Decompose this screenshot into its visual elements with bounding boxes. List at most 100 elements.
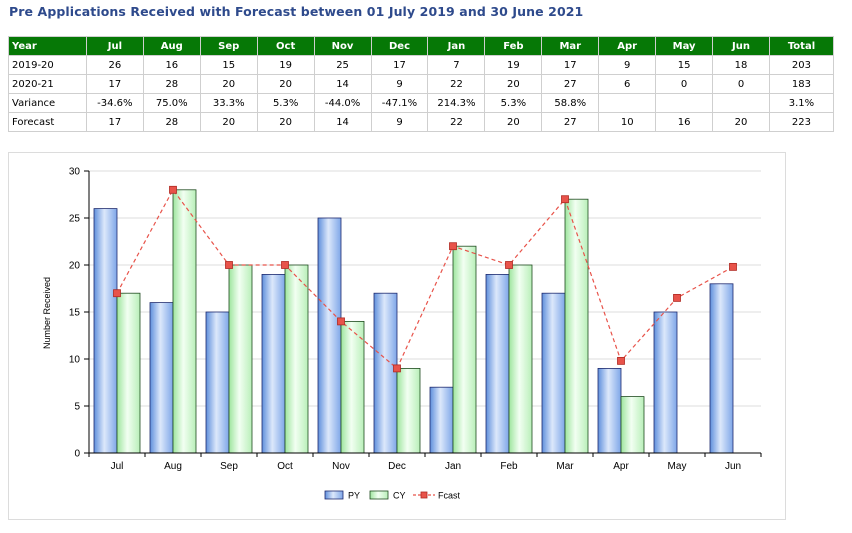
- table-header-cell: Mar: [541, 36, 600, 56]
- table-cell: [712, 93, 770, 113]
- table-cell: 223: [768, 112, 835, 132]
- table-cell: 18: [712, 55, 770, 75]
- bar-py: [373, 292, 398, 454]
- legend-label: PY: [348, 491, 360, 501]
- table-cell: 20: [484, 112, 543, 132]
- bar-cy: [284, 264, 309, 454]
- summary-table: Year Jul Aug Sep Oct Nov Dec Jan Feb Mar…: [8, 36, 835, 132]
- table-cell: 15: [655, 55, 714, 75]
- table-header-cell: Year: [8, 36, 87, 56]
- point-fcast: [505, 261, 513, 269]
- table-cell: -47.1%: [370, 93, 429, 113]
- point-fcast: [561, 195, 569, 204]
- bar-py: [317, 217, 342, 454]
- y-tick-label: 5: [74, 402, 80, 413]
- table-cell: 17: [85, 74, 144, 94]
- bar-py: [261, 274, 286, 454]
- legend-marker: [420, 491, 428, 499]
- table-cell: 27: [541, 74, 600, 94]
- table-cell: 0: [655, 74, 714, 94]
- table-row: Variance -34.6% 75.0% 33.3% 5.3% -44.0% …: [8, 93, 835, 113]
- legend-label: CY: [393, 491, 406, 501]
- point-fcast: [225, 261, 233, 269]
- table-header-cell: Sep: [199, 36, 258, 56]
- legend-item-cy: CY: [369, 490, 406, 501]
- table-header-cell: Jun: [712, 36, 770, 56]
- table-cell: 33.3%: [199, 93, 258, 113]
- x-tick-label: Apr: [613, 461, 629, 472]
- table-cell: 17: [370, 55, 429, 75]
- table-cell: 9: [370, 74, 429, 94]
- x-tick-label: Dec: [388, 461, 406, 472]
- legend-swatch: [369, 490, 389, 500]
- y-tick-label: 30: [69, 167, 81, 178]
- table-cell: 3.1%: [768, 93, 835, 113]
- x-tick-label: Mar: [556, 461, 574, 472]
- x-tick-label: Oct: [277, 461, 293, 472]
- legend-item-py: PY: [324, 491, 360, 501]
- table-cell: 214.3%: [427, 93, 486, 113]
- x-tick-label: Jun: [725, 461, 741, 472]
- point-fcast: [673, 293, 681, 302]
- bar-py: [205, 311, 230, 454]
- table-cell: 183: [768, 74, 835, 94]
- table-cell: 17: [541, 55, 600, 75]
- table-cell: 20: [712, 112, 770, 132]
- point-fcast: [617, 356, 625, 365]
- table-cell: 22: [427, 112, 486, 132]
- table-cell: 28: [142, 74, 201, 94]
- table-header-cell: Jul: [85, 36, 144, 56]
- table-cell: 9: [370, 112, 429, 132]
- bar-line-chart: 0 5 10 15 20 25 30 Jul Aug Sep Oct Nov Dec Jan Feb Mar A…: [42, 167, 762, 501]
- table-row: 2020-21 17 28 20 20 14 9 22 20 27 6 0 0 …: [8, 74, 835, 94]
- bar-cy: [116, 292, 141, 454]
- table-cell: 28: [142, 112, 201, 132]
- table-cell: 26: [85, 55, 144, 75]
- legend-label: Fcast: [438, 491, 461, 501]
- table-header-cell: Dec: [370, 36, 429, 56]
- bar-py: [429, 386, 454, 454]
- table-cell: 9: [598, 55, 657, 75]
- table-header-cell: Feb: [484, 36, 543, 56]
- table-cell: 10: [598, 112, 657, 132]
- table-header-row: Year Jul Aug Sep Oct Nov Dec Jan Feb Mar…: [8, 36, 835, 56]
- point-fcast: [169, 185, 177, 194]
- bar-cy: [172, 189, 197, 454]
- table-cell: 22: [427, 74, 486, 94]
- bar-cy: [508, 264, 533, 454]
- bar-py: [709, 283, 734, 454]
- point-fcast: [393, 364, 401, 373]
- x-tick-label: Aug: [164, 461, 182, 472]
- bar-cy: [396, 367, 421, 454]
- table-cell: 16: [655, 112, 714, 132]
- legend-item-fcast: Fcast: [413, 491, 461, 501]
- y-tick-label: 0: [74, 449, 80, 460]
- table-cell: 75.0%: [142, 93, 201, 113]
- x-tick-label: Jul: [111, 461, 124, 472]
- table-cell: -44.0%: [313, 93, 372, 113]
- y-tick-label: 10: [69, 355, 81, 366]
- chart-panel: 0 5 10 15 20 25 30 Jul Aug Sep Oct Nov Dec Jan Feb Mar A…: [8, 152, 786, 520]
- table-cell: [655, 93, 714, 113]
- bar-cy: [228, 264, 253, 454]
- bar-py: [149, 302, 174, 454]
- table-cell: 2020-21: [8, 74, 87, 94]
- point-fcast: [337, 317, 345, 326]
- table-cell: 15: [199, 55, 258, 75]
- y-tick-label: 20: [69, 261, 81, 272]
- bar-py: [653, 311, 678, 454]
- table-cell: 20: [199, 74, 258, 94]
- bar-py: [541, 292, 566, 454]
- table-header-cell: May: [655, 36, 714, 56]
- table-header-cell: Jan: [427, 36, 486, 56]
- x-tick-label: Sep: [220, 461, 238, 472]
- bar-cy: [340, 320, 365, 454]
- point-fcast: [729, 262, 737, 271]
- line-fcast: [116, 188, 734, 370]
- table-header-cell: Apr: [598, 36, 657, 56]
- table-cell: 19: [256, 55, 315, 75]
- table-cell: 5.3%: [256, 93, 315, 113]
- table-cell: 20: [484, 74, 543, 94]
- table-cell: 6: [598, 74, 657, 94]
- table-cell: 58.8%: [541, 93, 600, 113]
